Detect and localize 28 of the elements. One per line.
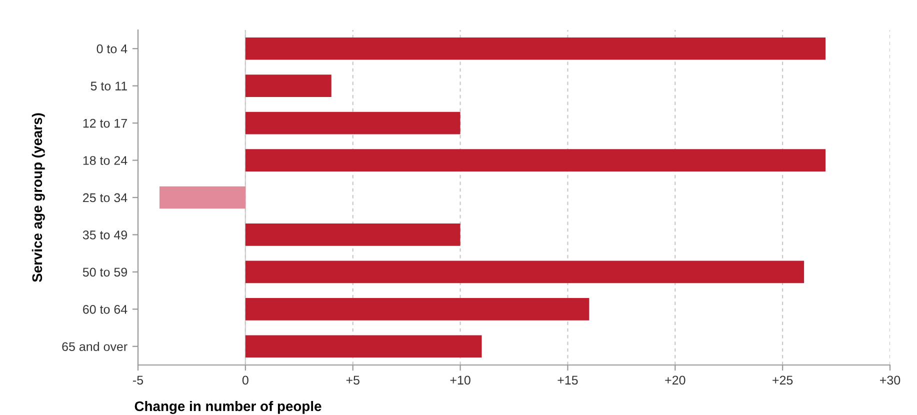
y-tick-label: 18 to 24: [83, 156, 128, 165]
x-axis-title: Change in number of people: [134, 400, 322, 414]
x-tick-label: +5: [346, 376, 360, 385]
x-tick-label: +30: [880, 376, 900, 385]
bar: [245, 260, 804, 284]
bar: [245, 37, 826, 60]
y-tick-label: 12 to 17: [83, 118, 127, 128]
x-tick-label: +15: [558, 376, 578, 385]
bar: [245, 74, 332, 97]
x-tick-label: +25: [772, 376, 793, 385]
x-tick-label: 0: [242, 376, 248, 385]
bar: [245, 224, 460, 246]
bar: [245, 298, 590, 320]
y-tick-label: 60 to 64: [83, 304, 128, 314]
y-tick-label: 35 to 49: [82, 230, 127, 240]
y-tick-label: 65 and over: [62, 342, 128, 352]
y-tick-label: 0 to 4: [96, 44, 128, 54]
y-tick-label: 5 to 11: [90, 82, 127, 90]
bar: [245, 112, 460, 134]
y-tick-label: 25 to 34: [83, 193, 128, 202]
y-tick-label: 50 to 59: [82, 268, 127, 277]
bar: [245, 335, 482, 358]
x-tick-label: +20: [665, 376, 686, 385]
x-tick-label: -5: [133, 376, 144, 385]
bar: [159, 186, 246, 209]
x-tick-label: +10: [450, 376, 470, 385]
bar: [245, 149, 826, 172]
y-axis-title: Service age group (years): [32, 113, 45, 282]
